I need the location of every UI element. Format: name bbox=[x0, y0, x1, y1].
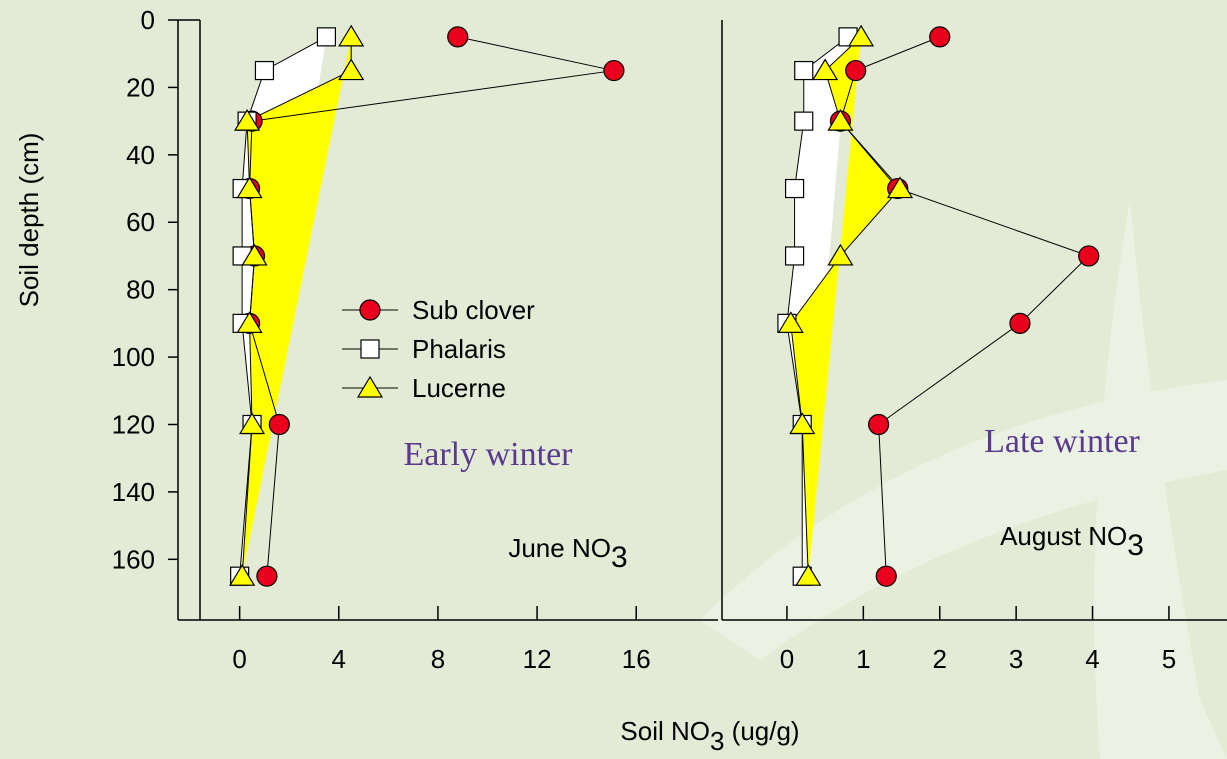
season-label: Late winter bbox=[984, 423, 1140, 460]
chart: Soil depth (cm) Soil NO3 (ug/g) 02040608… bbox=[0, 0, 1227, 759]
marker bbox=[846, 61, 866, 81]
y-tick-label: 0 bbox=[141, 5, 155, 35]
marker bbox=[795, 112, 813, 130]
marker bbox=[257, 566, 277, 586]
x-tick-label: 3 bbox=[1009, 644, 1023, 674]
x-tick-label: 5 bbox=[1162, 644, 1176, 674]
season-label: Early winter bbox=[404, 436, 574, 473]
x-axis-label-subscript: 3 bbox=[710, 726, 724, 756]
x-tick-label: 4 bbox=[332, 644, 346, 674]
x-tick-label: 12 bbox=[523, 644, 552, 674]
annotation-subscript: 3 bbox=[611, 541, 628, 574]
x-tick-label: 1 bbox=[856, 644, 870, 674]
marker bbox=[786, 180, 804, 198]
marker bbox=[795, 62, 813, 80]
annotation-subscript: 3 bbox=[1127, 529, 1144, 562]
marker bbox=[869, 414, 889, 434]
y-tick-label: 40 bbox=[126, 140, 155, 170]
annotation-text: June NO bbox=[508, 533, 611, 563]
y-tick-label: 80 bbox=[126, 275, 155, 305]
marker bbox=[317, 28, 335, 46]
x-tick-label: 0 bbox=[232, 644, 246, 674]
x-tick-label: 16 bbox=[622, 644, 651, 674]
y-tick-label: 20 bbox=[126, 72, 155, 102]
legend-label: Lucerne bbox=[412, 373, 506, 403]
marker bbox=[930, 27, 950, 47]
y-tick-label: 160 bbox=[112, 544, 155, 574]
background bbox=[0, 0, 1227, 759]
marker bbox=[604, 61, 624, 81]
marker bbox=[1010, 313, 1030, 333]
legend-marker bbox=[360, 300, 380, 320]
marker bbox=[448, 27, 468, 47]
marker bbox=[269, 414, 289, 434]
x-tick-label: 2 bbox=[933, 644, 947, 674]
legend-marker bbox=[361, 340, 379, 358]
y-axis-label: Soil depth (cm) bbox=[14, 133, 44, 308]
marker bbox=[255, 62, 273, 80]
legend-label: Sub clover bbox=[412, 295, 535, 325]
y-tick-label: 60 bbox=[126, 207, 155, 237]
x-axis-label-text: Soil NO bbox=[620, 716, 710, 746]
marker bbox=[786, 247, 804, 265]
x-axis-label-suffix: (ug/g) bbox=[724, 716, 799, 746]
marker bbox=[876, 566, 896, 586]
marker bbox=[1079, 246, 1099, 266]
legend-label: Phalaris bbox=[412, 334, 506, 364]
x-tick-label: 0 bbox=[780, 644, 794, 674]
y-tick-label: 100 bbox=[112, 342, 155, 372]
x-tick-label: 4 bbox=[1085, 644, 1099, 674]
annotation-text: August NO bbox=[1000, 521, 1127, 551]
y-tick-label: 120 bbox=[112, 409, 155, 439]
y-tick-label: 140 bbox=[112, 477, 155, 507]
x-tick-label: 8 bbox=[431, 644, 445, 674]
